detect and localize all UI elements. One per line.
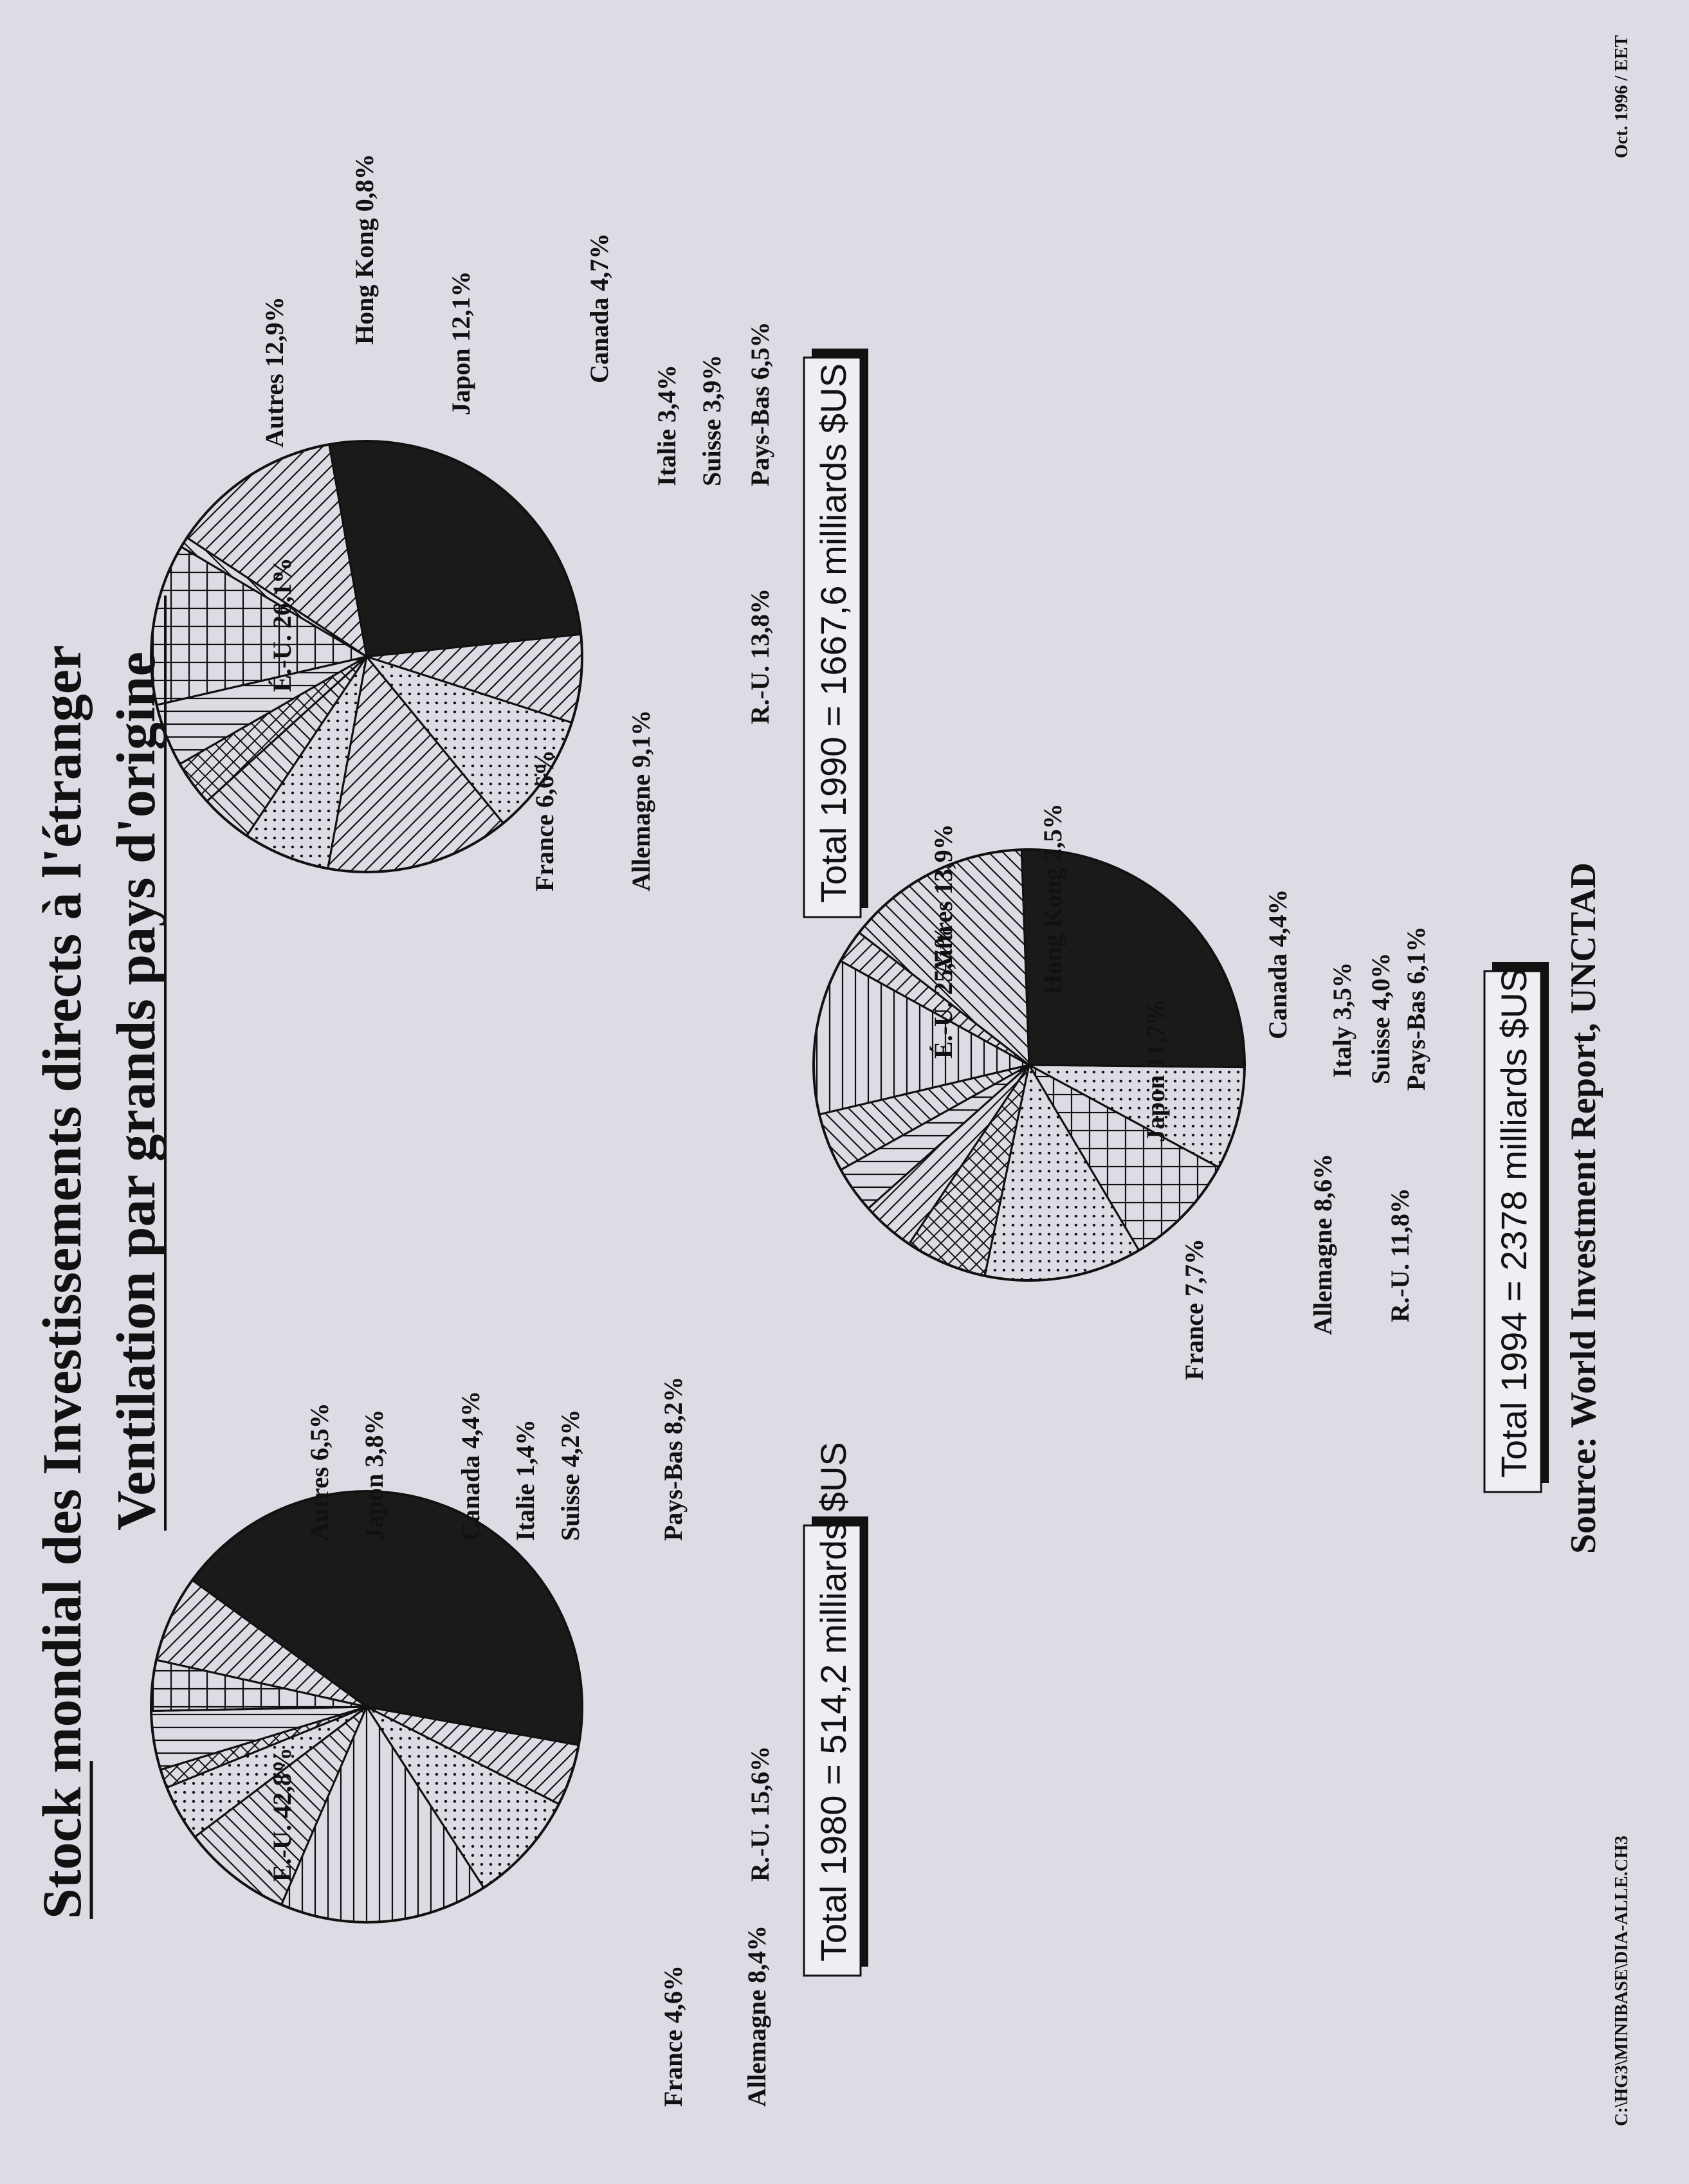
- slice-label-allemagne: Allemagne 8,4%: [742, 1925, 771, 2107]
- footer-file-path: C:\HG3\MINIBASE\DIA-ALLE.CH3: [1612, 1835, 1632, 2126]
- slice-label-italy: Italy 3,5%: [1328, 962, 1356, 1078]
- pie-chart-1994: É.-U. 25,7% France 7,7% Allemagne 8,6% R.-U…: [812, 803, 1430, 1380]
- pie-slice--u-: [328, 440, 582, 658]
- pie-chart-1980: É.-U. 42,8% France 4,6% Allemagne 8,4% R.-U…: [150, 1376, 774, 2107]
- slice-label-canada: Canada 4,4%: [1263, 889, 1292, 1039]
- slice-label-suisse: Suisse 4,0%: [1366, 953, 1395, 1085]
- pie-outline: [150, 440, 583, 873]
- pie-outline: [150, 1490, 583, 1924]
- slice-label-suisse: Suisse 3,9%: [697, 355, 726, 487]
- slice-label-hong-kong: Hong Kong 2,5%: [1038, 803, 1067, 994]
- total-box-1994: Total 1994 = 2378 milliards $US: [1483, 962, 1549, 1493]
- slice-label-r-u-: R.-U. 11,8%: [1385, 1188, 1414, 1322]
- slice-label-suisse: Suisse 4,2%: [556, 1410, 585, 1542]
- slice-label-italie: Italie 3,4%: [652, 365, 681, 486]
- slice-label--u-: É.-U. 42,8%: [268, 1747, 297, 1882]
- pie-chart-1990: É.-U. 26,1% France 6,6% Allemagne 9,1% R.-U…: [150, 154, 774, 891]
- footer-date: Oct. 1996 / EET: [1612, 35, 1632, 158]
- slice-label-japon: Japon 11,7%: [1141, 999, 1170, 1142]
- page-title: Stock mondial des Investissements direct…: [31, 645, 93, 1919]
- pie-outline: [812, 848, 1246, 1282]
- slice-label-canada: Canada 4,7%: [585, 233, 614, 383]
- slice-label-autres: Autres 6,5%: [305, 1403, 334, 1541]
- source-note: Source: World Investment Report, UNCTAD: [1564, 862, 1603, 1554]
- slice-label-allemagne: Allemagne 9,1%: [626, 710, 655, 891]
- slice-label--u-: É.-U. 26,1%: [268, 558, 297, 692]
- slice-label-japon: Japon 3,8%: [360, 1410, 388, 1542]
- total-label-1990: Total 1990 = 1667,6 milliards $US: [813, 363, 854, 903]
- slice-label-autres: Autres 13,9%: [929, 824, 958, 975]
- slice-label-r-u-: R.-U. 13,8%: [745, 588, 774, 724]
- slice-label-autres: Autres 12,9%: [260, 296, 289, 448]
- slice-label-r-u-: R.-U. 15,6%: [745, 1746, 774, 1882]
- slice-label-allemagne: Allemagne 8,6%: [1308, 1154, 1337, 1335]
- slice-label-france: France 7,7%: [1180, 1239, 1209, 1380]
- page-subtitle: Ventilation par grands pays d'origine: [105, 651, 167, 1531]
- slice-label-hong-kong: Hong Kong 0,8%: [350, 154, 379, 345]
- slice-label-pays-bas: Pays-Bas 6,5%: [745, 322, 774, 486]
- slice-label-france: France 6,6%: [530, 750, 559, 891]
- total-box-1990: Total 1990 = 1667,6 milliards $US: [803, 349, 868, 918]
- total-box-1980: Total 1980 = 514,2 milliards $US: [803, 1442, 868, 1977]
- slice-label-france: France 4,6%: [659, 1965, 688, 2107]
- total-label-1994: Total 1994 = 2378 milliards $US: [1493, 969, 1534, 1478]
- slice-label-pays-bas: Pays-Bas 6,1%: [1401, 926, 1430, 1091]
- slice-label--u-: É.-U. 25,7%: [929, 924, 958, 1059]
- slice-label-canada: Canada 4,4%: [456, 1391, 485, 1541]
- slice-label-italie: Italie 1,4%: [511, 1419, 540, 1541]
- total-label-1980: Total 1980 = 514,2 milliards $US: [813, 1442, 854, 1961]
- slice-label-pays-bas: Pays-Bas 8,2%: [659, 1376, 688, 1541]
- slice-label-japon: Japon 12,1%: [446, 271, 475, 416]
